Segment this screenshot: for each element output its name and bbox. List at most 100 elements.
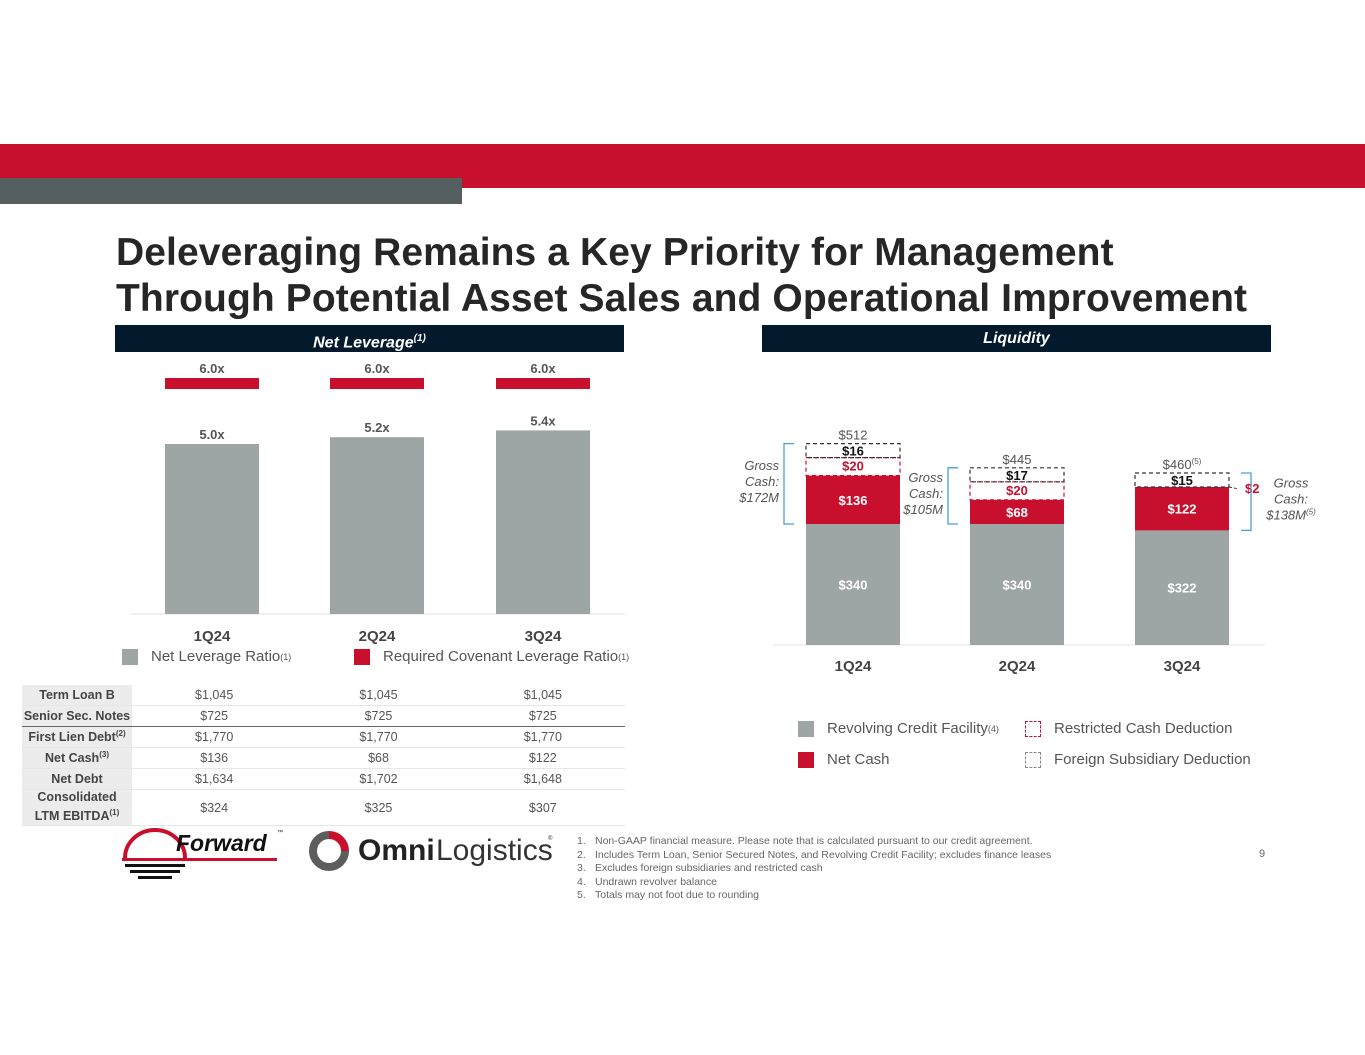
legend-label: Restricted Cash Deduction: [1054, 720, 1233, 737]
legend-net-leverage-ratio: Net Leverage Ratio (1): [122, 648, 291, 665]
row-label-line-1: Consolidated: [37, 790, 117, 805]
omni-logo-reg: ®: [548, 836, 553, 842]
foreign-subsidiary-segment: [1134, 472, 1230, 488]
footnote-number: 2.: [577, 848, 586, 861]
slide-title: Deleveraging Remains a Key Priority for …: [116, 230, 1247, 322]
row-label-sup: (2): [115, 729, 126, 739]
footnote-number: 3.: [577, 862, 586, 875]
net-cash-bar-segment: [806, 475, 900, 524]
footnote-text: Excludes foreign subsidiaries and restri…: [595, 862, 823, 875]
total-label: $460(5): [1163, 457, 1202, 472]
covenant-label: 6.0x: [364, 361, 390, 376]
footnote: 1. Non-GAAP financial measure. Please not…: [577, 835, 1051, 849]
x-tick-label: 3Q24: [525, 628, 562, 645]
net-leverage-label: 5.2x: [364, 420, 390, 435]
row-label: Consolidated LTM EBITDA(1): [22, 789, 132, 826]
foreign-subsidiary-label: $17: [1006, 468, 1028, 483]
cell: $725: [296, 705, 461, 727]
legend-label: Net Leverage Ratio: [151, 648, 281, 665]
legend-sup: (4): [987, 723, 999, 734]
cell: $1,045: [460, 685, 625, 706]
gross-cash-bracket: [947, 467, 958, 525]
gross-cash-annotation: Gross: [908, 470, 943, 485]
legend-swatch-red: [798, 751, 814, 768]
gross-cash-annotation: $172M: [738, 490, 779, 505]
covenant-label: 6.0x: [530, 361, 556, 376]
slide-title-line-2: Through Potential Asset Sales and Operat…: [116, 277, 1248, 320]
net-cash-bar-segment: [970, 499, 1064, 524]
gross-cash-annotation: Gross: [1274, 476, 1309, 491]
header-gray-band: [0, 178, 462, 204]
legend-swatch-red: [354, 648, 370, 665]
gross-cash-annotation-sup: (5): [1306, 508, 1316, 517]
table-row: Senior Sec. Notes $725 $725 $725: [22, 705, 625, 727]
liquidity-header-text: Liquidity: [983, 330, 1050, 347]
omni-logo-bold-text: Omni: [358, 834, 435, 867]
legend-net-cash: Net Cash: [798, 751, 890, 768]
cell: $136: [132, 747, 297, 769]
x-tick-label: 2Q24: [359, 628, 396, 645]
row-label: Senior Sec. Notes: [22, 705, 132, 727]
foreign-subsidiary-segment: [805, 442, 901, 459]
net-cash-value-label: $122: [1168, 502, 1197, 517]
foreign-subsidiary-segment: [969, 467, 1065, 483]
revolver-bar-segment: [806, 524, 900, 645]
net-leverage-header: Net Leverage(1): [115, 325, 624, 352]
legend-sup: (1): [618, 651, 630, 662]
gross-cash-annotation: Cash:: [909, 486, 943, 501]
row-label-text: Term Loan B: [39, 688, 115, 702]
liquidity-header: Liquidity: [762, 325, 1271, 352]
page-number: 9: [1259, 848, 1266, 860]
cell: $725: [460, 705, 625, 727]
gross-cash-annotation: $138M(5): [1265, 508, 1316, 523]
cell: $1,702: [296, 768, 461, 790]
cell: $1,648: [460, 768, 625, 790]
legend-label: Revolving Credit Facility: [827, 720, 988, 737]
footnotes: 1. Non-GAAP financial measure. Please not…: [577, 835, 1051, 903]
omni-logo-light-text: Logistics: [436, 834, 553, 867]
footnote-text: Includes Term Loan, Senior Secured Notes…: [595, 848, 1052, 861]
row-label-sup: (3): [99, 750, 109, 760]
cell: $1,770: [296, 726, 461, 748]
row-label-text: LTM EBITDA: [34, 809, 110, 824]
legend-label: Net Cash: [827, 751, 890, 768]
revolver-bar-segment: [1135, 530, 1229, 645]
revolver-value-label: $340: [1003, 578, 1032, 593]
restricted-cash-label: $2: [1245, 481, 1259, 496]
covenant-marker: [330, 378, 424, 389]
legend-restricted-cash: Restricted Cash Deduction: [1025, 720, 1232, 737]
cell: $1,045: [132, 685, 297, 706]
table-row: Term Loan B $1,045 $1,045 $1,045: [22, 685, 625, 706]
forward-logo-text: Forward: [176, 830, 267, 856]
legend-swatch-dashed-gray: [1025, 751, 1041, 768]
legend-revolving-credit: Revolving Credit Facility (4): [798, 720, 999, 737]
net-leverage-header-sup: (1): [413, 333, 426, 344]
total-label: $445: [1003, 452, 1032, 467]
x-tick-label: 1Q24: [194, 628, 231, 645]
row-label-line-2: LTM EBITDA(1): [22, 805, 132, 824]
net-cash-bar-segment: [1135, 486, 1229, 531]
omni-logistics-logo: Omni Logistics ®: [308, 830, 558, 874]
row-label-sup: (1): [109, 808, 120, 818]
liquidity-chart: $340$136$20$16$5121Q24GrossCash:$172M$34…: [738, 428, 1316, 675]
footnote-number: 4.: [577, 875, 586, 888]
legend-required-covenant: Required Covenant Leverage Ratio (1): [354, 648, 629, 665]
row-label-text: First Lien Debt: [28, 730, 116, 745]
omni-logo-mark: [309, 831, 349, 871]
table-row: First Lien Debt(2) $1,770 $1,770 $1,770: [22, 726, 625, 748]
cell: $725: [132, 705, 297, 727]
legend-label: Required Covenant Leverage Ratio: [383, 648, 619, 665]
debt-table: Term Loan B $1,045 $1,045 $1,045 Senior …: [22, 685, 625, 826]
net-cash-value-label: $136: [839, 493, 868, 508]
net-cash-value-label: $68: [1006, 505, 1028, 520]
net-leverage-bar: [165, 444, 259, 614]
footnote-number: 1.: [577, 835, 586, 847]
forward-logo-tm: ™: [277, 830, 283, 836]
x-tick-label: 3Q24: [1164, 658, 1201, 675]
revolver-value-label: $322: [1168, 581, 1197, 596]
covenant-label: 6.0x: [199, 361, 225, 376]
cell: $1,045: [296, 685, 461, 706]
net-leverage-bar: [496, 430, 590, 614]
gross-cash-bracket: [1241, 472, 1252, 532]
gross-cash-annotation: $105M: [902, 502, 943, 517]
